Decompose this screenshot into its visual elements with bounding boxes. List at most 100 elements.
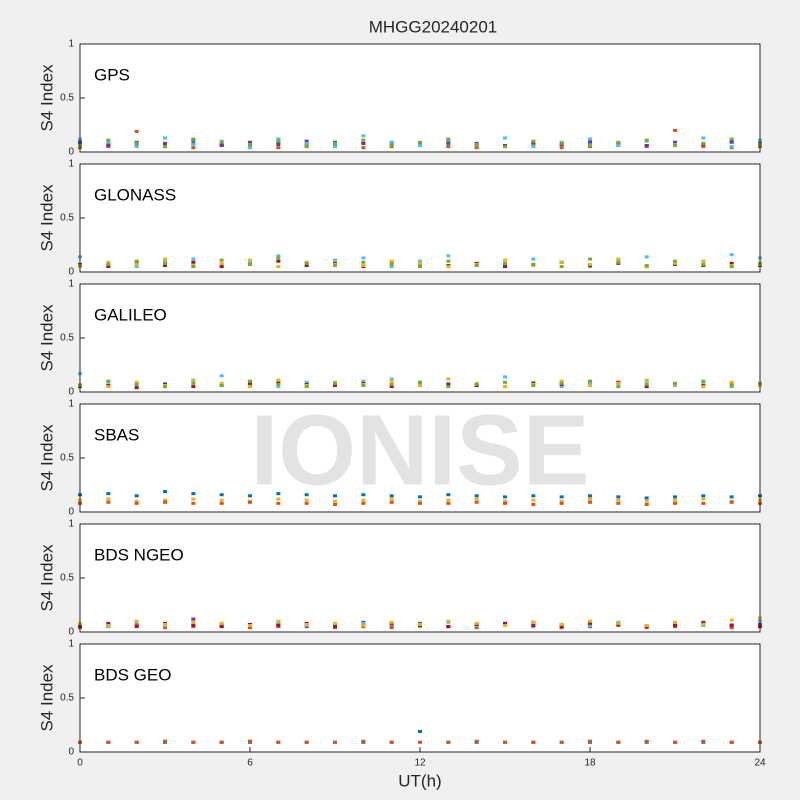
data-point xyxy=(701,622,706,626)
data-point xyxy=(673,501,677,505)
data-point xyxy=(361,501,366,505)
data-point xyxy=(361,256,366,260)
data-point xyxy=(191,146,196,150)
data-point xyxy=(191,265,196,269)
data-point xyxy=(134,382,139,386)
data-point xyxy=(276,378,281,382)
data-point xyxy=(333,258,337,262)
data-point xyxy=(191,617,196,621)
data-point xyxy=(644,496,649,500)
data-point xyxy=(219,384,224,388)
data-point xyxy=(446,137,451,141)
data-point xyxy=(588,384,592,388)
data-point xyxy=(701,739,706,743)
data-point xyxy=(361,624,366,628)
data-point xyxy=(729,253,734,257)
data-point xyxy=(418,740,422,744)
data-point xyxy=(559,379,564,383)
data-point xyxy=(503,380,507,384)
data-point xyxy=(333,264,337,268)
data-point xyxy=(248,262,252,266)
data-point xyxy=(531,139,536,143)
data-point xyxy=(503,375,507,379)
x-tick-label: 18 xyxy=(584,758,596,769)
data-point xyxy=(701,379,706,383)
data-point xyxy=(729,624,734,628)
data-point xyxy=(248,385,252,389)
data-point xyxy=(134,129,139,133)
data-point xyxy=(163,622,167,626)
data-point xyxy=(644,385,649,389)
data-point xyxy=(106,500,111,504)
data-point xyxy=(418,384,422,388)
data-point xyxy=(446,377,451,381)
data-point xyxy=(106,385,111,389)
data-point xyxy=(389,259,394,263)
x-tick-label: 12 xyxy=(414,758,426,769)
data-point xyxy=(219,501,224,505)
data-point xyxy=(616,495,621,499)
data-point xyxy=(134,265,139,269)
axes-frame xyxy=(79,643,761,753)
data-point xyxy=(389,626,394,630)
data-point xyxy=(191,740,196,744)
data-point xyxy=(106,260,111,264)
data-point xyxy=(389,620,394,624)
data-point xyxy=(418,729,422,733)
data-point xyxy=(588,144,592,148)
data-point xyxy=(673,498,677,502)
y-tick-label: 0 xyxy=(68,507,74,518)
data-point xyxy=(333,384,337,388)
data-point xyxy=(503,495,507,499)
data-point xyxy=(588,624,592,628)
y-tick-label: 1 xyxy=(68,39,74,50)
y-tick-label: 1 xyxy=(68,279,74,290)
data-point xyxy=(134,145,139,149)
data-point xyxy=(729,740,734,744)
data-point xyxy=(134,262,139,266)
data-point xyxy=(191,492,196,496)
data-point xyxy=(644,739,649,743)
data-point xyxy=(106,379,111,383)
data-point xyxy=(531,262,536,266)
data-point xyxy=(191,624,196,628)
data-point xyxy=(134,494,139,498)
data-point xyxy=(304,498,309,502)
data-point xyxy=(673,495,677,499)
data-point xyxy=(644,255,649,259)
y-tick-label: 0 xyxy=(68,147,74,158)
data-point xyxy=(134,380,139,384)
data-point xyxy=(644,499,649,503)
data-point xyxy=(559,265,564,269)
data-point xyxy=(361,498,366,502)
data-point xyxy=(616,385,621,389)
data-point xyxy=(418,380,422,384)
data-point xyxy=(729,139,734,143)
data-point xyxy=(616,260,621,264)
data-point xyxy=(106,138,111,142)
data-point xyxy=(134,141,139,145)
data-point xyxy=(418,501,422,505)
data-point xyxy=(644,264,649,268)
data-point xyxy=(729,500,734,504)
data-point xyxy=(333,740,337,744)
data-point xyxy=(616,621,621,625)
y-tick-label: 0 xyxy=(68,387,74,398)
data-point xyxy=(616,144,621,148)
data-point xyxy=(191,379,196,383)
data-point xyxy=(503,258,507,262)
data-point xyxy=(106,144,111,148)
data-point xyxy=(588,500,592,504)
data-point xyxy=(729,495,734,499)
y-axis-label: S4 Index xyxy=(37,664,56,732)
data-point xyxy=(559,622,564,626)
data-point xyxy=(248,379,252,383)
data-point xyxy=(389,500,394,504)
data-point xyxy=(248,626,252,630)
data-point xyxy=(644,382,649,386)
data-point xyxy=(588,621,592,625)
data-point xyxy=(644,144,649,148)
data-point xyxy=(276,259,281,263)
data-point xyxy=(219,140,224,144)
